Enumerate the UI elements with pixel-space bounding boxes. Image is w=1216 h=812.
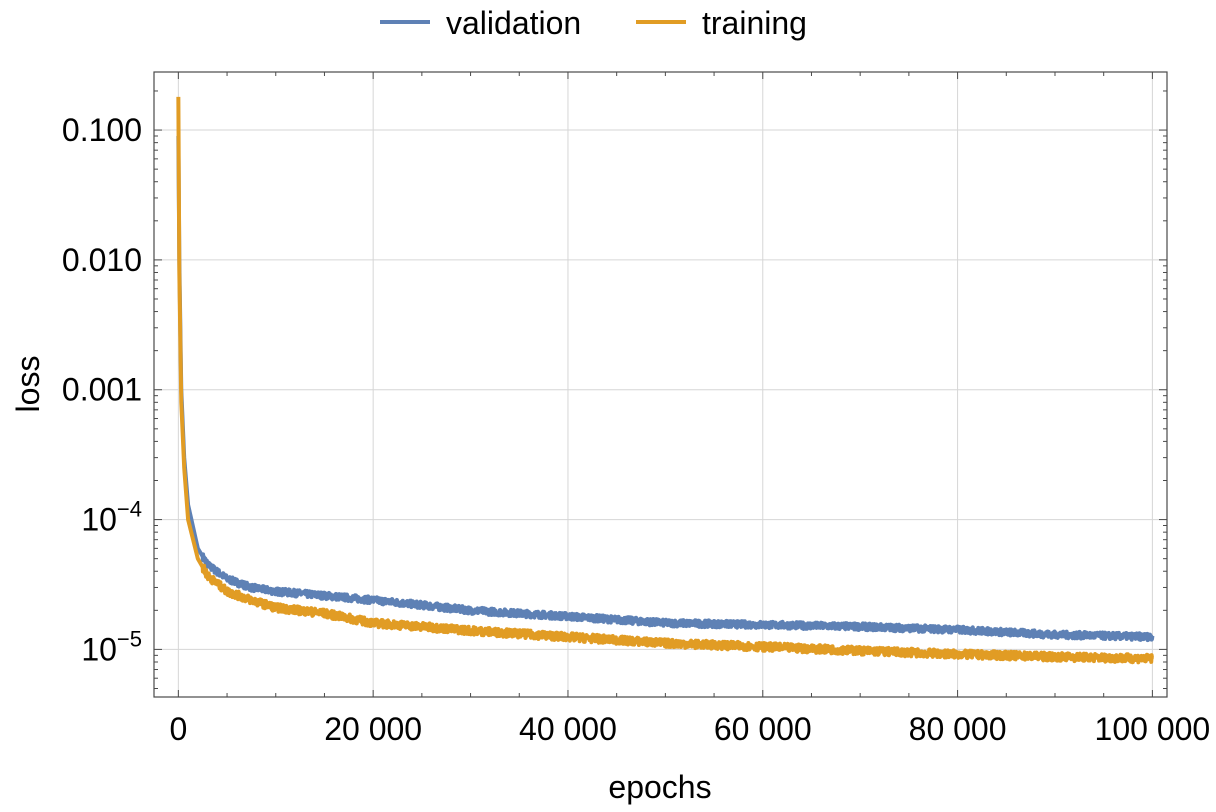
y-axis-title: loss: [10, 356, 46, 413]
tick-marks: [154, 72, 1167, 697]
x-tick-label: 80 000: [909, 711, 1007, 747]
x-tick-label: 100 000: [1095, 711, 1211, 747]
y-tick-label: 0.001: [62, 372, 142, 408]
legend-label-validation: validation: [446, 5, 581, 41]
y-tick-label: 0.100: [62, 112, 142, 148]
x-tick-labels: 0 20 000 40 000 60 000 80 000 100 000: [169, 711, 1210, 747]
series-line-validation: [176, 135, 1155, 643]
legend: validation training: [380, 5, 807, 41]
y-tick-label: 0.010: [62, 242, 142, 278]
x-tick-label: 20 000: [324, 711, 422, 747]
y-tick-labels: 0.100 0.010 0.001 10−4 10−5: [62, 112, 142, 667]
grid-lines: [154, 72, 1167, 697]
x-axis-title: epochs: [608, 769, 711, 805]
x-tick-label: 0: [169, 711, 187, 747]
plot-frame: [153, 71, 1168, 698]
legend-label-training: training: [702, 5, 807, 41]
series-layer: [176, 96, 1155, 665]
x-tick-label: 40 000: [519, 711, 617, 747]
series-line-training: [176, 96, 1154, 665]
x-tick-label: 60 000: [714, 711, 812, 747]
y-tick-label: 10−5: [81, 626, 142, 667]
y-tick-label: 10−4: [81, 497, 142, 538]
